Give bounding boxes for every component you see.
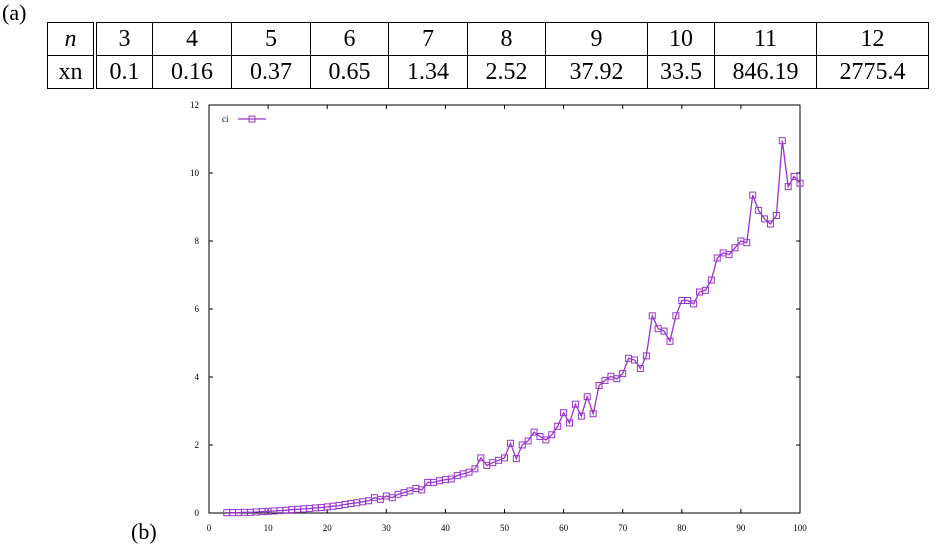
data-point: [506, 439, 514, 447]
table-cell: 0.1: [94, 55, 153, 89]
data-point: [512, 455, 520, 463]
data-point: [796, 179, 804, 187]
data-point: [518, 441, 526, 449]
y-tick-label: 4: [195, 372, 200, 382]
table-cell: 3: [94, 22, 153, 56]
x-tick-label: 10: [264, 523, 274, 533]
table-cell: 8: [467, 22, 546, 56]
table-cell: 33.5: [647, 55, 715, 89]
table-cell: 846.19: [714, 55, 817, 89]
x-tick-label: 20: [323, 523, 333, 533]
data-point: [601, 376, 609, 384]
data-point: [761, 215, 769, 223]
data-point: [755, 206, 763, 214]
data-point: [631, 356, 639, 364]
table-row-xn: xn 0.1 0.16 0.37 0.65 1.34 2.52 37.92 33…: [47, 55, 929, 89]
data-point: [725, 251, 733, 259]
table-cell: 0.16: [152, 55, 232, 89]
table-cell: 11: [714, 22, 817, 56]
data-point: [595, 382, 603, 389]
data-point: [784, 183, 792, 191]
data-point: [660, 327, 668, 335]
table-cell: 2.52: [467, 55, 546, 89]
data-point: [749, 191, 757, 199]
data-point: [571, 400, 579, 408]
x-tick-label: 80: [677, 523, 687, 533]
results-table: n 3 4 5 6 7 8 9 10 11 12 xn 0.1 0.16 0.3…: [47, 22, 929, 89]
y-tick-label: 10: [190, 168, 200, 178]
table-header-xn: xn: [47, 55, 97, 89]
data-point: [577, 412, 585, 420]
data-point: [583, 393, 591, 401]
table-cell: 2775.4: [816, 55, 929, 89]
data-point: [707, 276, 715, 284]
legend-label: ci: [222, 114, 229, 124]
x-tick-label: 40: [441, 523, 451, 533]
legend-marker: [248, 115, 256, 123]
x-tick-label: 90: [736, 523, 746, 533]
data-point: [554, 422, 562, 430]
table-cell: 37.92: [545, 55, 648, 89]
x-tick-label: 50: [500, 523, 510, 533]
data-point: [766, 220, 774, 228]
data-point: [501, 454, 508, 462]
table-cell: 9: [545, 22, 648, 56]
data-point: [613, 375, 621, 383]
data-point: [790, 172, 798, 180]
data-point: [524, 437, 532, 445]
x-tick-label: 0: [207, 523, 212, 533]
data-point: [566, 419, 574, 427]
y-tick-label: 2: [195, 440, 200, 450]
x-tick-label: 100: [793, 523, 807, 533]
x-tick-label: 70: [618, 523, 628, 533]
data-point: [743, 239, 751, 247]
data-point: [418, 486, 426, 494]
data-point: [672, 312, 680, 320]
legend: ci: [222, 114, 266, 124]
table-cell: 1.34: [388, 55, 468, 89]
plot-frame: [208, 104, 801, 514]
table-header-n: n: [47, 22, 97, 56]
series-line-ci: [226, 140, 801, 514]
data-point: [560, 409, 568, 417]
data-point: [636, 365, 644, 372]
axis-ticks: 0 10 20 30 40 50 60 70 80 90 100 0 2 4 6 8 10 12: [190, 100, 807, 533]
table-cell: 12: [816, 22, 929, 56]
data-point: [589, 410, 597, 418]
data-point: [542, 436, 550, 444]
data-point: [471, 465, 479, 473]
y-tick-label: 12: [190, 100, 199, 110]
data-point: [642, 352, 650, 360]
y-tick-label: 8: [195, 236, 200, 246]
data-point: [666, 337, 674, 345]
data-point: [477, 454, 485, 462]
y-tick-label: 6: [195, 304, 200, 314]
table-cell: 0.65: [310, 55, 389, 89]
data-point: [648, 312, 656, 320]
x-tick-label: 30: [382, 523, 392, 533]
table-cell: 4: [152, 22, 232, 56]
data-point: [548, 431, 556, 439]
data-point: [690, 300, 698, 308]
data-point: [713, 254, 721, 262]
data-point: [772, 212, 780, 219]
data-point: [731, 244, 739, 252]
series-markers: [223, 137, 804, 517]
panel-label-a: (a): [2, 0, 27, 25]
table-row-n: n 3 4 5 6 7 8 9 10 11 12: [47, 22, 929, 56]
data-point: [701, 286, 709, 294]
table-cell: 0.37: [231, 55, 311, 89]
y-tick-label: 0: [195, 508, 200, 518]
panel-label-b: (b): [131, 519, 157, 544]
data-point: [778, 137, 786, 145]
data-point: [530, 428, 538, 436]
x-tick-label: 60: [559, 523, 569, 533]
table-cell: 5: [231, 22, 311, 56]
data-point: [619, 370, 627, 378]
